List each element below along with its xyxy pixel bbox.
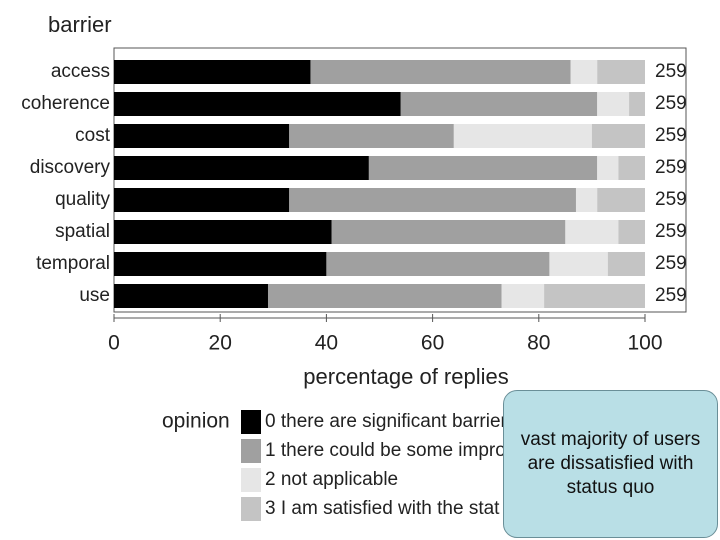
count-label: 259 <box>655 125 687 146</box>
count-label: 259 <box>655 189 687 210</box>
count-label: 259 <box>655 285 687 306</box>
x-tick-label: 40 <box>315 332 338 355</box>
bar-segment <box>501 284 545 308</box>
legend-label: 1 there could be some impro <box>265 440 506 461</box>
bar-segment <box>368 156 598 180</box>
legend-title: opinion <box>162 410 230 433</box>
bar-segment <box>114 252 327 276</box>
bar-segment <box>618 220 645 244</box>
bar-segment <box>114 60 311 84</box>
bar-segment <box>607 252 645 276</box>
legend-label: 0 there are significant barrier <box>265 411 508 432</box>
bar-segment <box>544 284 645 308</box>
bar-segment <box>114 220 332 244</box>
count-label: 259 <box>655 61 687 82</box>
y-tick-label: cost <box>75 125 111 146</box>
legend-swatch <box>241 439 261 463</box>
count-label: 259 <box>655 93 687 114</box>
bar-segment <box>289 124 454 148</box>
bar-segment <box>114 156 369 180</box>
x-tick-label: 80 <box>527 332 550 355</box>
y-tick-label: quality <box>55 189 110 210</box>
bar-segment <box>549 252 608 276</box>
y-axis-title: barrier <box>48 12 112 37</box>
y-tick-label: temporal <box>36 253 110 274</box>
bar-segment <box>453 124 592 148</box>
bar-segment <box>114 284 268 308</box>
x-axis-title: percentage of replies <box>303 364 508 389</box>
bar-segment <box>310 60 571 84</box>
legend-swatch <box>241 410 261 434</box>
annotation: vast majority of users are dissatisfied … <box>503 390 718 538</box>
bar-segment <box>597 60 645 84</box>
y-tick-label: coherence <box>21 93 110 114</box>
bar-segment <box>618 156 645 180</box>
y-tick-label: use <box>79 285 110 306</box>
bar-segment <box>326 252 550 276</box>
x-tick-label: 20 <box>209 332 232 355</box>
legend-swatch <box>241 497 261 521</box>
bar-segment <box>597 188 645 212</box>
bar-segment <box>289 188 576 212</box>
legend-label: 2 not applicable <box>265 469 398 490</box>
count-label: 259 <box>655 221 687 242</box>
bar-segment <box>565 220 619 244</box>
y-tick-label: spatial <box>55 221 110 242</box>
bar-segment <box>114 92 401 116</box>
x-tick-label: 60 <box>421 332 444 355</box>
bar-segment <box>114 124 290 148</box>
x-tick-label: 0 <box>108 332 120 355</box>
bar-segment <box>597 156 619 180</box>
x-tick-label: 100 <box>627 332 662 355</box>
legend-label: 3 I am satisfied with the stat <box>265 498 500 519</box>
count-label: 259 <box>655 253 687 274</box>
bar-segment <box>597 92 630 116</box>
bar-segment <box>629 92 645 116</box>
bar-segment <box>267 284 502 308</box>
bar-segment <box>331 220 566 244</box>
count-label: 259 <box>655 157 687 178</box>
bar-segment <box>570 60 598 84</box>
bar-segment <box>575 188 598 212</box>
bar-segment <box>114 188 290 212</box>
legend-swatch <box>241 468 261 492</box>
bar-segment <box>400 92 598 116</box>
bar-segment <box>591 124 645 148</box>
y-tick-label: discovery <box>30 157 111 178</box>
y-tick-label: access <box>51 61 110 82</box>
